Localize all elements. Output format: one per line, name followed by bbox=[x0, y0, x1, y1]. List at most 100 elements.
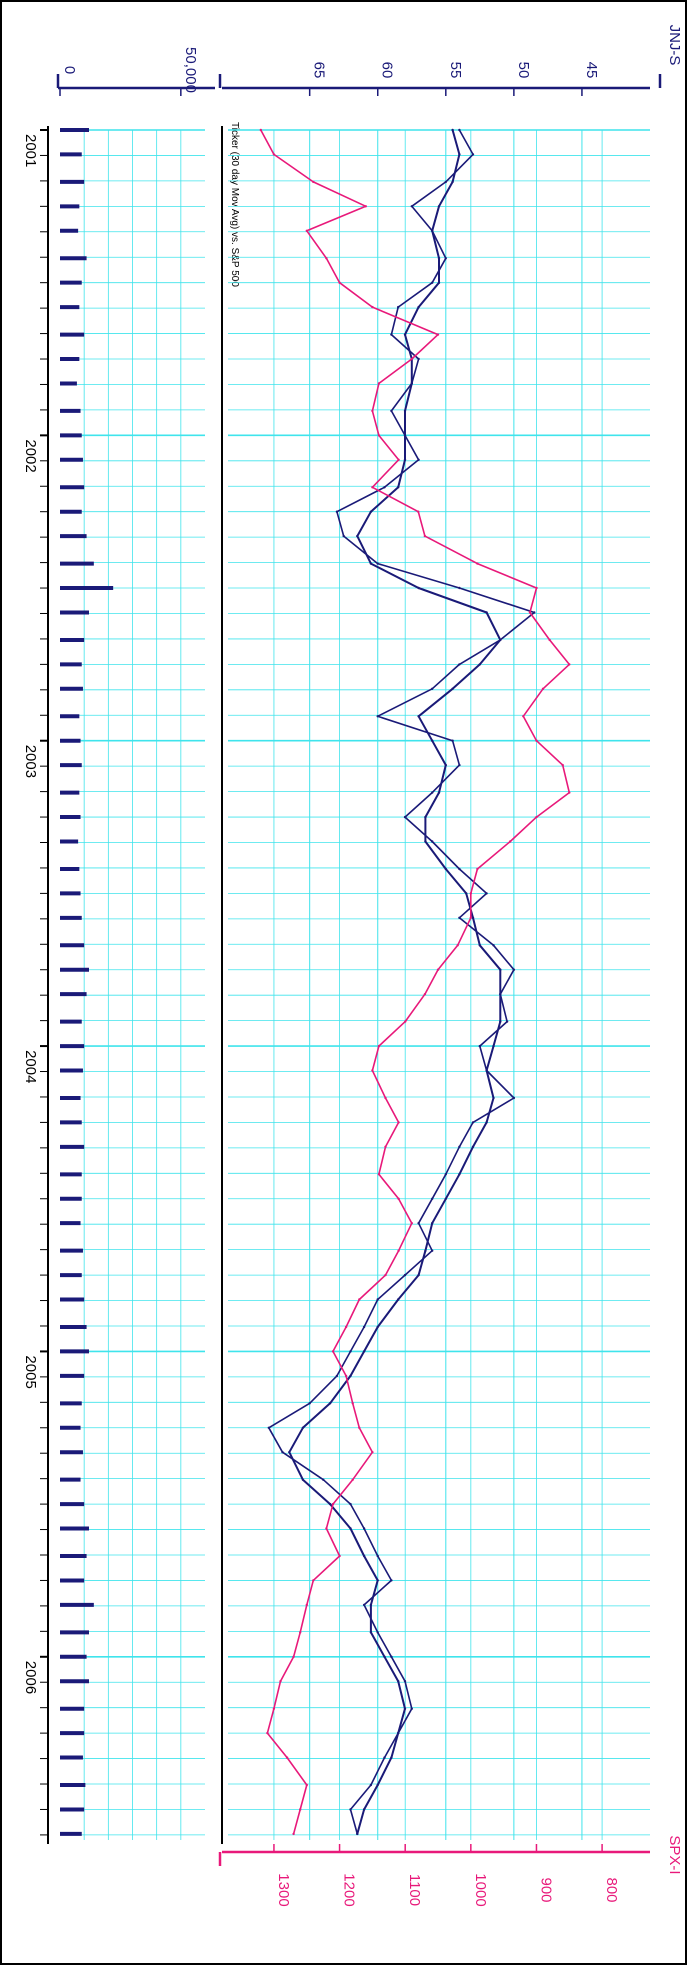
left-axis-tick-label: 60 bbox=[379, 62, 396, 79]
series-point bbox=[390, 333, 393, 336]
series-point bbox=[376, 1631, 379, 1634]
series-point bbox=[444, 1173, 447, 1176]
series-point bbox=[384, 1096, 387, 1100]
series-point bbox=[371, 1069, 374, 1072]
series-point bbox=[533, 611, 536, 614]
series-point bbox=[417, 1273, 420, 1277]
series-point bbox=[338, 281, 341, 284]
series-point bbox=[444, 1197, 447, 1201]
series-point bbox=[548, 638, 551, 642]
series-point bbox=[285, 1756, 289, 1759]
series-point bbox=[397, 1197, 400, 1201]
series-point bbox=[371, 486, 374, 489]
series-point bbox=[458, 1173, 461, 1176]
series-point bbox=[444, 257, 447, 260]
time-axis-label: 2003 bbox=[22, 745, 39, 778]
series-point bbox=[403, 409, 407, 413]
right-axis-tick-label: 1000 bbox=[472, 1873, 489, 1906]
series-point bbox=[362, 1527, 366, 1530]
series-point bbox=[377, 434, 381, 437]
series-point bbox=[568, 663, 571, 666]
right-axis-label: SPX-I bbox=[666, 1835, 683, 1874]
series-point bbox=[390, 409, 393, 413]
series-point bbox=[342, 534, 345, 538]
chart-annotation: Ticker (30 day Mov Avg) vs. S&P 500 bbox=[229, 122, 240, 287]
series-point bbox=[417, 357, 420, 361]
series-point bbox=[561, 763, 564, 767]
series-point bbox=[505, 1020, 509, 1023]
series-lines bbox=[259, 128, 571, 1836]
series-point bbox=[349, 1374, 352, 1378]
series-point bbox=[376, 1554, 379, 1558]
series-point bbox=[376, 1298, 379, 1301]
series-point bbox=[458, 916, 461, 919]
series-point bbox=[351, 1478, 354, 1481]
series-point bbox=[397, 1121, 400, 1124]
series-point bbox=[376, 1783, 379, 1787]
series-point bbox=[417, 305, 420, 309]
series-point bbox=[424, 815, 427, 819]
series-point bbox=[358, 1298, 361, 1301]
volume-bars bbox=[60, 128, 114, 1836]
series-point bbox=[535, 586, 538, 590]
series-point bbox=[403, 1680, 407, 1683]
series-line bbox=[267, 129, 536, 1835]
series-point bbox=[417, 586, 420, 590]
series-point bbox=[437, 281, 441, 284]
series-point bbox=[458, 153, 461, 156]
series-point bbox=[266, 1731, 269, 1735]
series-point bbox=[376, 715, 379, 718]
series-point bbox=[272, 1707, 276, 1710]
series-point bbox=[499, 993, 502, 996]
series-point bbox=[417, 715, 420, 718]
series-point bbox=[325, 1527, 328, 1530]
series-point bbox=[362, 1350, 366, 1353]
series-point bbox=[328, 1402, 332, 1405]
series-point bbox=[404, 1020, 407, 1023]
series-point bbox=[362, 1325, 366, 1329]
series-point bbox=[377, 1173, 381, 1176]
series-point bbox=[423, 534, 427, 538]
series-point bbox=[362, 1603, 366, 1607]
series-point bbox=[272, 153, 276, 156]
series-point bbox=[458, 128, 461, 132]
series-point bbox=[471, 1121, 475, 1124]
series-point bbox=[512, 968, 516, 971]
series-point bbox=[349, 1808, 352, 1811]
time-axis-label: 2004 bbox=[22, 1050, 39, 1083]
series-point bbox=[485, 611, 488, 614]
series-point bbox=[325, 257, 328, 260]
series-point bbox=[292, 1832, 295, 1836]
series-point bbox=[383, 1655, 386, 1659]
series-point bbox=[458, 1145, 461, 1149]
series-point bbox=[417, 458, 420, 461]
series-point bbox=[344, 1325, 348, 1329]
series-point bbox=[312, 1579, 315, 1582]
series-point bbox=[458, 763, 461, 767]
series-point bbox=[499, 638, 502, 642]
series-point bbox=[499, 968, 502, 971]
series-point bbox=[522, 715, 525, 718]
series-point bbox=[384, 1145, 387, 1149]
right-axis-tick-label: 800 bbox=[603, 1877, 620, 1902]
series-point bbox=[308, 1402, 311, 1405]
time-axis-label: 2001 bbox=[22, 134, 39, 167]
series-point bbox=[436, 968, 440, 971]
series-point bbox=[305, 1783, 308, 1787]
series-point bbox=[535, 739, 538, 742]
series-point bbox=[541, 687, 545, 690]
series-point bbox=[535, 815, 538, 819]
series-point bbox=[403, 1273, 407, 1277]
series-point bbox=[444, 180, 447, 184]
series-point bbox=[476, 867, 479, 871]
series-point bbox=[305, 1603, 308, 1607]
series-point bbox=[410, 357, 413, 361]
axes bbox=[40, 74, 662, 1866]
series-point bbox=[410, 205, 413, 208]
series-point bbox=[371, 1451, 374, 1454]
series-point bbox=[436, 333, 440, 336]
series-point bbox=[431, 791, 434, 794]
series-point bbox=[478, 663, 481, 666]
